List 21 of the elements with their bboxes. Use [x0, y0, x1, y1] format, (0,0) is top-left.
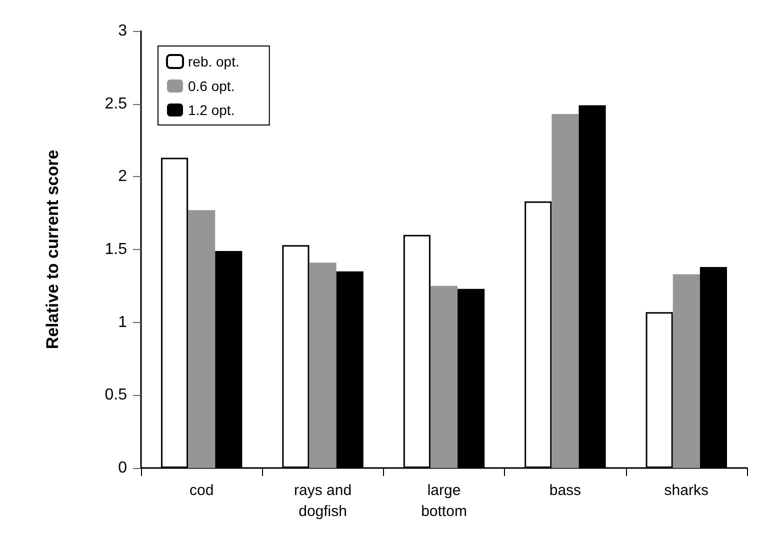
x-tick-label: bass — [549, 482, 582, 499]
x-tick-label: rays and dogfish — [294, 482, 352, 520]
x-tick-label: cod — [190, 482, 214, 499]
y-tick-label: 1.5 — [104, 241, 128, 258]
y-tick-label: 1 — [118, 314, 128, 331]
x-tick-label: sharks — [664, 482, 708, 499]
bar — [188, 210, 216, 468]
y-tick-label: 2 — [118, 168, 128, 186]
bar — [309, 262, 336, 468]
x-tick-label: large bottom — [421, 482, 467, 520]
y-tick-label: 0 — [118, 460, 128, 476]
y-tick-label: 3 — [118, 22, 128, 40]
bar — [552, 114, 579, 468]
y-tick-label: 0.5 — [104, 386, 128, 404]
y-tick-label: 2.5 — [104, 95, 128, 112]
bar — [672, 274, 700, 468]
legend-label: reb. opt. — [188, 54, 240, 70]
y-axis-title: Relative to current score — [43, 150, 62, 350]
bar — [430, 286, 458, 468]
legend-label: 1.2 opt. — [188, 102, 235, 118]
legend-label: 0.6 opt. — [188, 78, 235, 94]
